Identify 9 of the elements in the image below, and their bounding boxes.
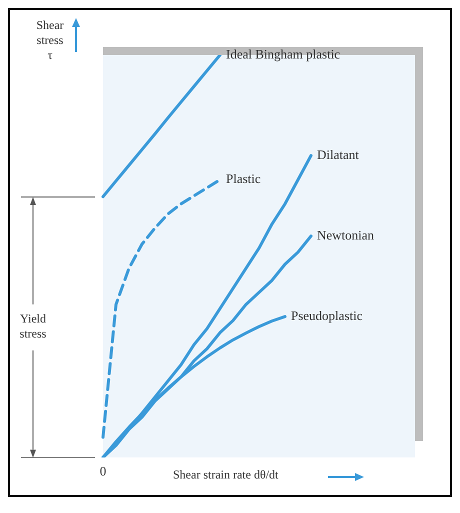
series-label: Dilatant (317, 147, 360, 162)
series-label: Plastic (226, 171, 261, 186)
text: 0 (100, 463, 106, 478)
text: Yield stress (20, 312, 47, 341)
series-label: Newtonian (317, 228, 375, 242)
series-label: Ideal Bingham plastic (226, 46, 340, 62)
y-axis-title: Shear stress τ (36, 18, 64, 62)
series-label: Pseudoplastic (291, 308, 363, 323)
x-axis-title: Shear strain rate dθ/dt (173, 468, 280, 482)
